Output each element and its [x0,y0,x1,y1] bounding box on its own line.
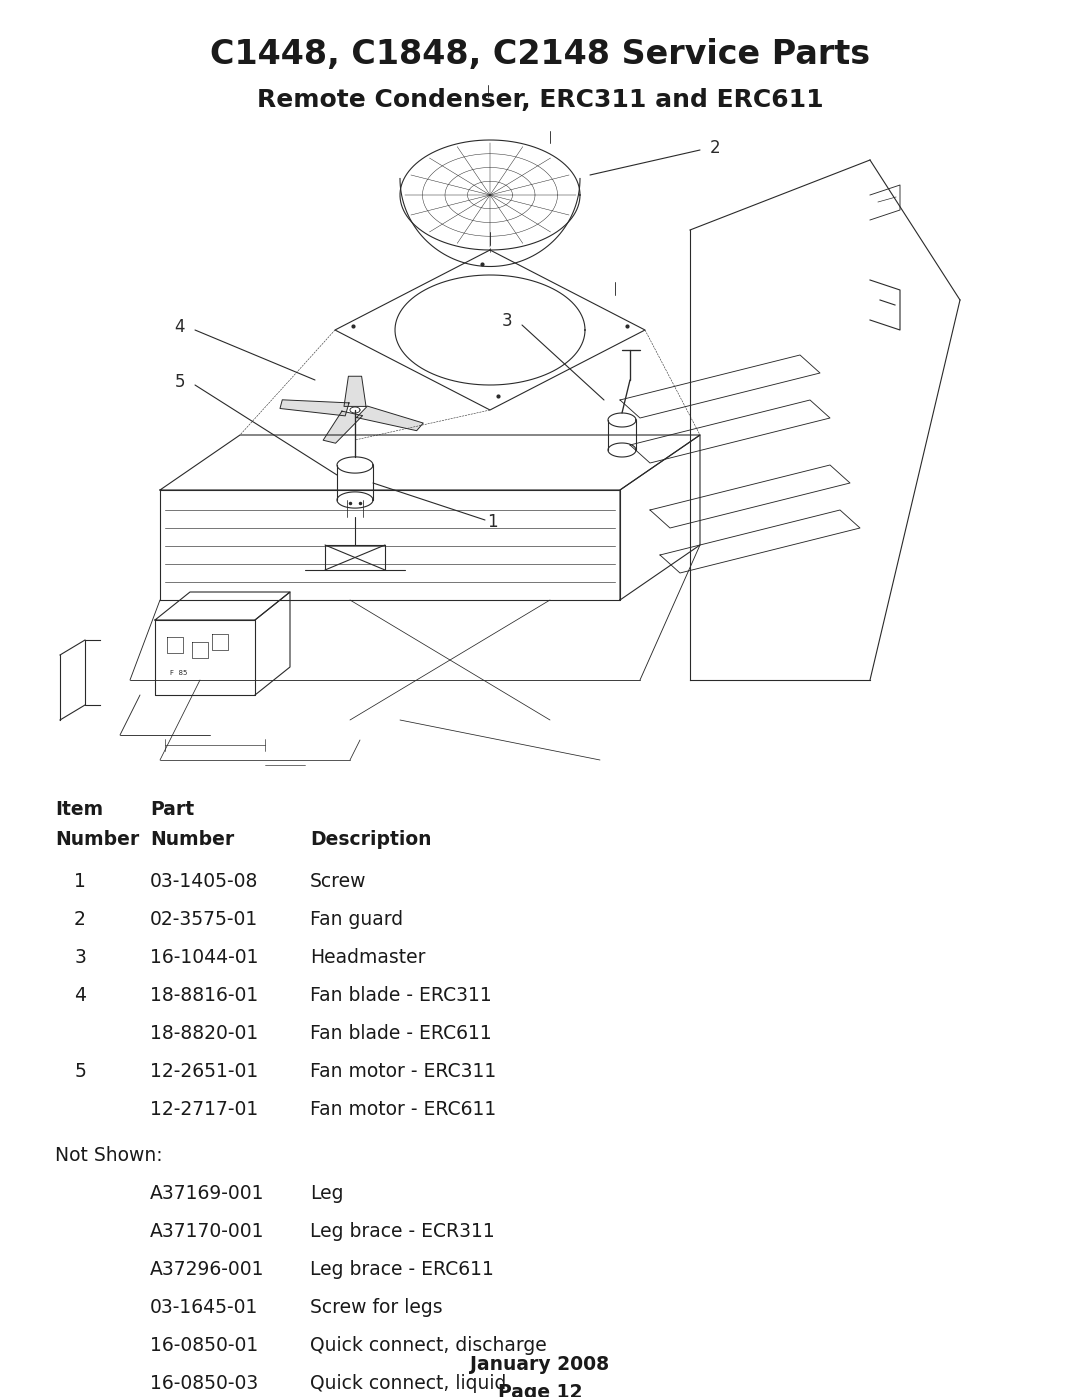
Text: 4: 4 [75,986,86,1004]
Text: 16-0850-01: 16-0850-01 [150,1336,258,1355]
Text: Leg brace - ERC611: Leg brace - ERC611 [310,1260,494,1280]
Text: C1448, C1848, C2148 Service Parts: C1448, C1848, C2148 Service Parts [210,38,870,71]
Text: 4: 4 [175,319,185,337]
Text: 1: 1 [487,513,498,531]
Polygon shape [356,407,423,430]
Text: 2: 2 [75,909,86,929]
Text: Screw for legs: Screw for legs [310,1298,443,1317]
Text: Fan guard: Fan guard [310,909,403,929]
Text: Item: Item [55,800,103,819]
Text: Screw: Screw [310,872,366,891]
Text: A37296-001: A37296-001 [150,1260,265,1280]
Text: 3: 3 [501,312,512,330]
Text: 18-8816-01: 18-8816-01 [150,986,258,1004]
Text: Remote Condenser, ERC311 and ERC611: Remote Condenser, ERC311 and ERC611 [257,88,823,112]
Text: Headmaster: Headmaster [310,949,426,967]
Text: Description: Description [310,830,432,849]
Text: January 2008: January 2008 [471,1355,609,1375]
Polygon shape [323,411,363,443]
Text: 3: 3 [75,949,86,967]
Text: Page 12: Page 12 [498,1383,582,1397]
Text: 03-1405-08: 03-1405-08 [150,872,258,891]
Text: 16-1044-01: 16-1044-01 [150,949,258,967]
Text: 5: 5 [175,373,185,391]
Text: A37170-001: A37170-001 [150,1222,265,1241]
Text: 12-2651-01: 12-2651-01 [150,1062,258,1081]
Text: A37169-001: A37169-001 [150,1185,265,1203]
Text: Fan blade - ERC311: Fan blade - ERC311 [310,986,491,1004]
Text: Leg: Leg [310,1185,343,1203]
Text: 5: 5 [75,1062,86,1081]
Text: Part: Part [150,800,194,819]
Text: Fan motor - ERC311: Fan motor - ERC311 [310,1062,496,1081]
Text: Leg brace - ECR311: Leg brace - ECR311 [310,1222,495,1241]
Text: Number: Number [150,830,234,849]
Text: 1: 1 [75,872,86,891]
Text: 18-8820-01: 18-8820-01 [150,1024,258,1044]
Text: 03-1645-01: 03-1645-01 [150,1298,258,1317]
Text: 2: 2 [710,138,720,156]
Text: Not Shown:: Not Shown: [55,1146,163,1165]
Text: 16-0850-03: 16-0850-03 [150,1375,258,1393]
Text: Quick connect, discharge: Quick connect, discharge [310,1336,546,1355]
Text: 02-3575-01: 02-3575-01 [150,909,258,929]
Text: Quick connect, liquid: Quick connect, liquid [310,1375,507,1393]
Text: F  85: F 85 [170,671,187,676]
Text: Number: Number [55,830,139,849]
Text: 12-2717-01: 12-2717-01 [150,1099,258,1119]
Polygon shape [280,400,349,416]
Text: Fan motor - ERC611: Fan motor - ERC611 [310,1099,496,1119]
Text: Fan blade - ERC611: Fan blade - ERC611 [310,1024,491,1044]
Polygon shape [345,376,366,407]
